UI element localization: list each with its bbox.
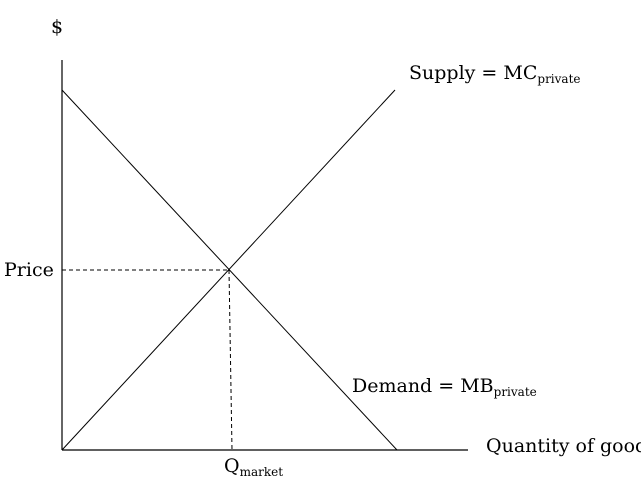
demand-label-subscript: private <box>493 385 537 399</box>
quantity-guide-line <box>228 269 233 451</box>
x-axis-label: Quantity of good <box>486 435 641 457</box>
supply-label-subscript: private <box>537 72 581 86</box>
supply-curve <box>61 89 396 451</box>
quantity-label-text: Q <box>224 455 240 477</box>
supply-label-text: Supply = MC <box>409 62 538 84</box>
demand-label: Demand = MBprivate <box>352 375 537 399</box>
quantity-label-subscript: market <box>239 465 284 479</box>
supply-label: Supply = MCprivate <box>409 62 581 86</box>
price-label: Price <box>4 259 54 281</box>
demand-label-text: Demand = MB <box>352 375 494 397</box>
quantity-label: Qmarket <box>224 455 284 479</box>
y-axis-label: $ <box>51 16 64 38</box>
